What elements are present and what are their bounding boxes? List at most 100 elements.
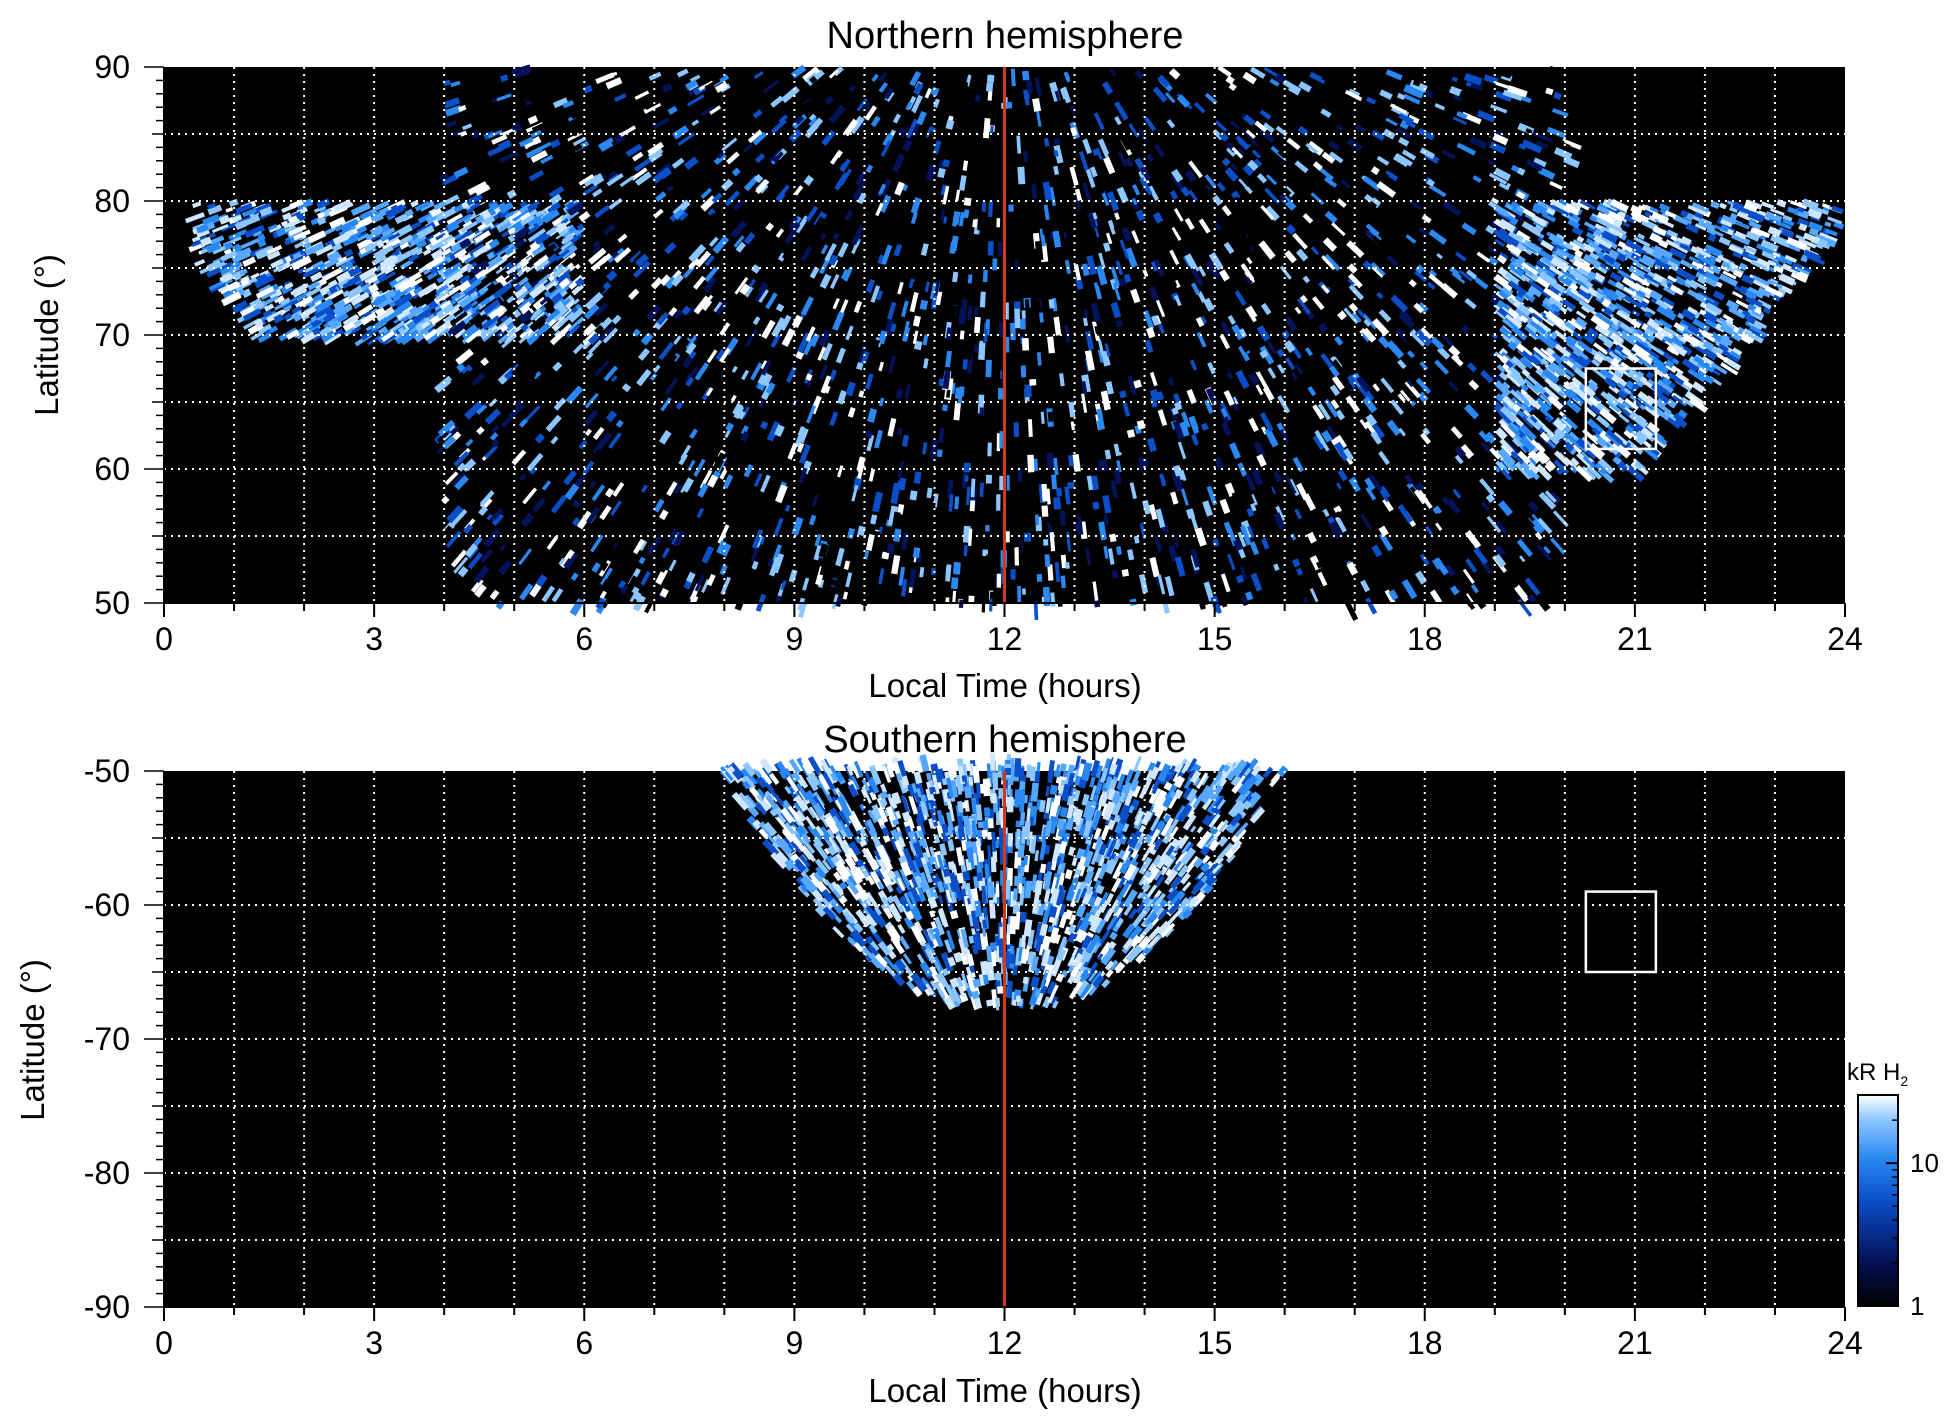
emission-streak [1256,453,1267,468]
emission-streak [1195,316,1205,328]
emission-streak [1624,423,1635,434]
emission-streak [1697,291,1707,299]
emission-streak [1497,278,1513,292]
emission-streak [1513,555,1527,570]
emission-streak [288,224,307,236]
emission-streak [558,277,571,290]
emission-streak [319,207,327,214]
emission-streak [848,84,857,93]
emission-streak [244,224,266,239]
emission-streak [206,202,217,210]
emission-streak [856,414,867,432]
emission-streak [1525,322,1539,334]
emission-streak [382,244,394,255]
emission-streak [661,547,671,559]
emission-streak [606,173,624,187]
emission-streak [1123,273,1132,283]
emission-streak [751,264,761,274]
emission-streak [231,251,250,264]
x-tick-label: 15 [1197,621,1233,657]
emission-streak [1101,192,1110,206]
emission-streak [797,597,806,612]
emission-streak [904,890,913,899]
emission-streak [565,323,581,338]
emission-streak [1623,286,1637,297]
emission-streak [1537,166,1556,180]
emission-streak [1044,554,1051,567]
emission-streak [1717,255,1730,264]
emission-streak [909,70,922,87]
emission-streak [1040,411,1045,424]
emission-streak [1458,354,1471,367]
emission-streak [877,254,887,266]
emission-streak [715,348,726,362]
emission-streak [464,543,478,558]
emission-streak [775,484,788,504]
emission-streak [1361,369,1375,385]
emission-streak [392,241,401,249]
emission-streak [1056,589,1063,607]
north-title: Northern hemisphere [827,15,1184,57]
emission-streak [527,372,537,381]
emission-streak [880,140,892,157]
emission-streak [1173,464,1183,477]
emission-streak [1043,361,1051,371]
emission-streak [1110,479,1119,499]
emission-streak [557,152,569,161]
emission-streak [1833,221,1845,230]
emission-streak [1309,555,1322,571]
emission-streak [1720,362,1739,376]
emission-streak [259,209,278,220]
emission-streak [1515,230,1531,243]
emission-streak [1322,237,1338,252]
emission-streak [1139,573,1149,594]
emission-streak [1534,397,1551,413]
emission-streak [1318,322,1329,333]
emission-streak [1422,414,1437,430]
emission-streak [430,248,444,261]
emission-streak [1096,224,1107,242]
emission-streak [902,205,908,213]
emission-streak [1588,403,1602,415]
emission-streak [1613,302,1632,317]
emission-streak [286,329,300,340]
emission-streak [1426,178,1436,187]
emission-streak [1566,335,1578,346]
emission-streak [1684,277,1699,290]
emission-streak [1292,526,1304,541]
emission-streak [576,549,587,564]
emission-streak [1159,473,1167,487]
emission-streak [1331,580,1346,601]
emission-streak [223,241,234,250]
emission-streak [686,571,696,584]
emission-streak [965,486,971,506]
emission-streak [633,537,640,546]
emission-streak [1690,279,1708,291]
emission-streak [480,548,494,564]
emission-streak [318,326,332,337]
emission-streak [1496,364,1507,374]
emission-streak [480,357,490,367]
emission-streak [1520,401,1533,414]
emission-streak [316,198,331,209]
emission-streak [1124,328,1134,347]
emission-streak [877,71,888,83]
emission-streak [512,209,530,222]
emission-streak [1680,236,1692,246]
emission-streak [1462,568,1475,584]
emission-streak [1693,356,1708,368]
emission-streak [693,275,706,290]
emission-streak [481,319,489,327]
emission-streak [1334,434,1347,450]
emission-streak [458,280,472,293]
emission-region [1493,198,1845,484]
emission-streak [1770,233,1791,248]
emission-streak [685,595,699,614]
emission-streak [942,216,948,224]
emission-streak [1285,476,1297,494]
emission-streak [671,157,685,169]
emission-streak [1059,148,1068,168]
emission-streak [530,314,550,332]
emission-streak [592,426,605,441]
emission-streak [808,113,817,122]
